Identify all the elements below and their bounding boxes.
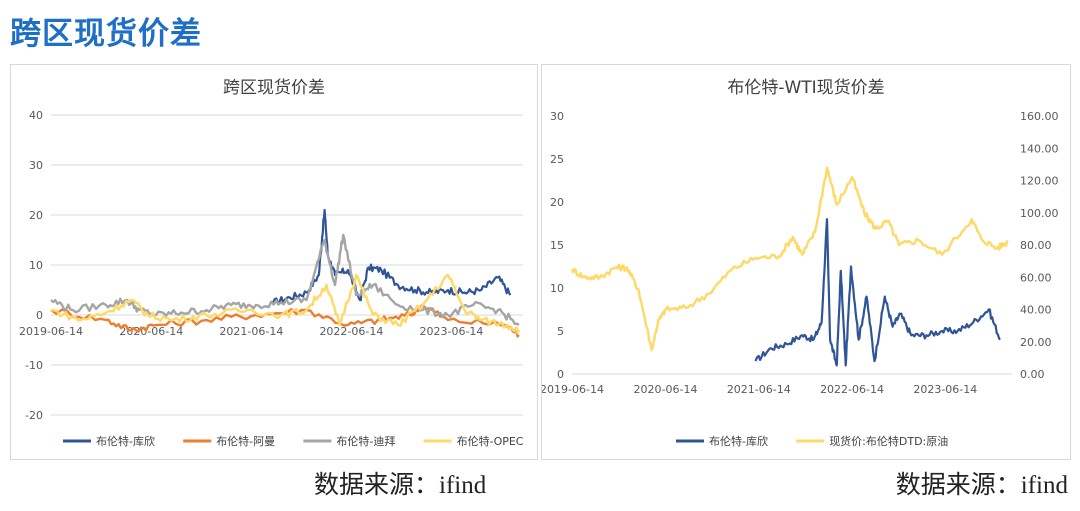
y-tick-label: 0 <box>557 368 564 381</box>
y-tick-label: -10 <box>25 359 43 372</box>
page-title: 跨区现货价差 <box>10 16 202 52</box>
y-tick-label: 40 <box>29 109 43 122</box>
x-tick-label: 2021-06-14 <box>219 325 283 338</box>
y-tick-label: 25 <box>550 153 564 166</box>
y2-tick-label: 60.00 <box>1020 271 1052 284</box>
x-tick-label: 2023-06-14 <box>913 383 977 396</box>
data-source-note: 数据来源：ifind <box>314 472 487 499</box>
legend-label: 布伦特-库欣 <box>96 434 155 448</box>
x-tick-label: 2019-06-14 <box>19 325 83 338</box>
x-tick-label: 2020-06-14 <box>634 383 698 396</box>
legend-label: 布伦特-库欣 <box>709 434 768 448</box>
chart-title: 跨区现货价差 <box>223 78 325 98</box>
legend-label: 布伦特-迪拜 <box>336 434 395 448</box>
legend-label: 现货价:布伦特DTD:原油 <box>829 434 948 448</box>
y-tick-label: 20 <box>550 196 564 209</box>
y-tick-label: 0 <box>36 309 43 322</box>
y-tick-label: -20 <box>25 409 43 422</box>
y2-tick-label: 140.00 <box>1020 142 1059 155</box>
chart-panel-cross-region-spread: 跨区现货价差 40 30 20 10 0 -10 -20 2019-06-14 2020-06-1… <box>10 64 538 460</box>
legend-label: 布伦特-阿曼 <box>216 434 275 448</box>
y2-tick-label: 100.00 <box>1020 207 1059 220</box>
x-tick-label: 2021-06-14 <box>727 383 791 396</box>
series-line <box>754 218 1001 367</box>
y2-tick-label: 120.00 <box>1020 175 1059 188</box>
y-tick-label: 20 <box>29 209 43 222</box>
y-tick-label: 15 <box>550 239 564 252</box>
y-tick-label: 30 <box>550 110 564 123</box>
x-tick-label: 2019-06-14 <box>542 383 604 396</box>
legend-label: 布伦特-OPEC <box>457 434 524 448</box>
x-tick-label: 2022-06-14 <box>319 325 383 338</box>
y-tick-label: 10 <box>29 259 43 272</box>
chart-title: 布伦特-WTI现货价差 <box>727 78 884 98</box>
series-line <box>50 233 520 326</box>
y-tick-label: 30 <box>29 159 43 172</box>
data-source-note: 数据来源：ifind <box>895 472 1068 499</box>
x-tick-label: 2022-06-14 <box>820 383 884 396</box>
y2-tick-label: 80.00 <box>1020 239 1052 252</box>
chart-panel-brent-wti-spread: 布伦特-WTI现货价差 30 25 20 15 10 5 0 160.00 140.00 120.0… <box>541 64 1071 460</box>
y-tick-label: 5 <box>557 325 564 338</box>
y-tick-label: 10 <box>550 282 564 295</box>
series-line <box>272 208 512 306</box>
y2-tick-label: 0.00 <box>1020 368 1045 381</box>
series-line <box>570 166 1009 351</box>
x-tick-label: 2023-06-14 <box>419 325 483 338</box>
series-line <box>50 273 521 335</box>
y2-tick-label: 40.00 <box>1020 304 1052 317</box>
y2-tick-label: 160.00 <box>1020 110 1059 123</box>
y2-tick-label: 20.00 <box>1020 336 1052 349</box>
chart-brent-wti-spread: 布伦特-WTI现货价差 30 25 20 15 10 5 0 160.00 140.00 120.0… <box>542 78 1059 448</box>
